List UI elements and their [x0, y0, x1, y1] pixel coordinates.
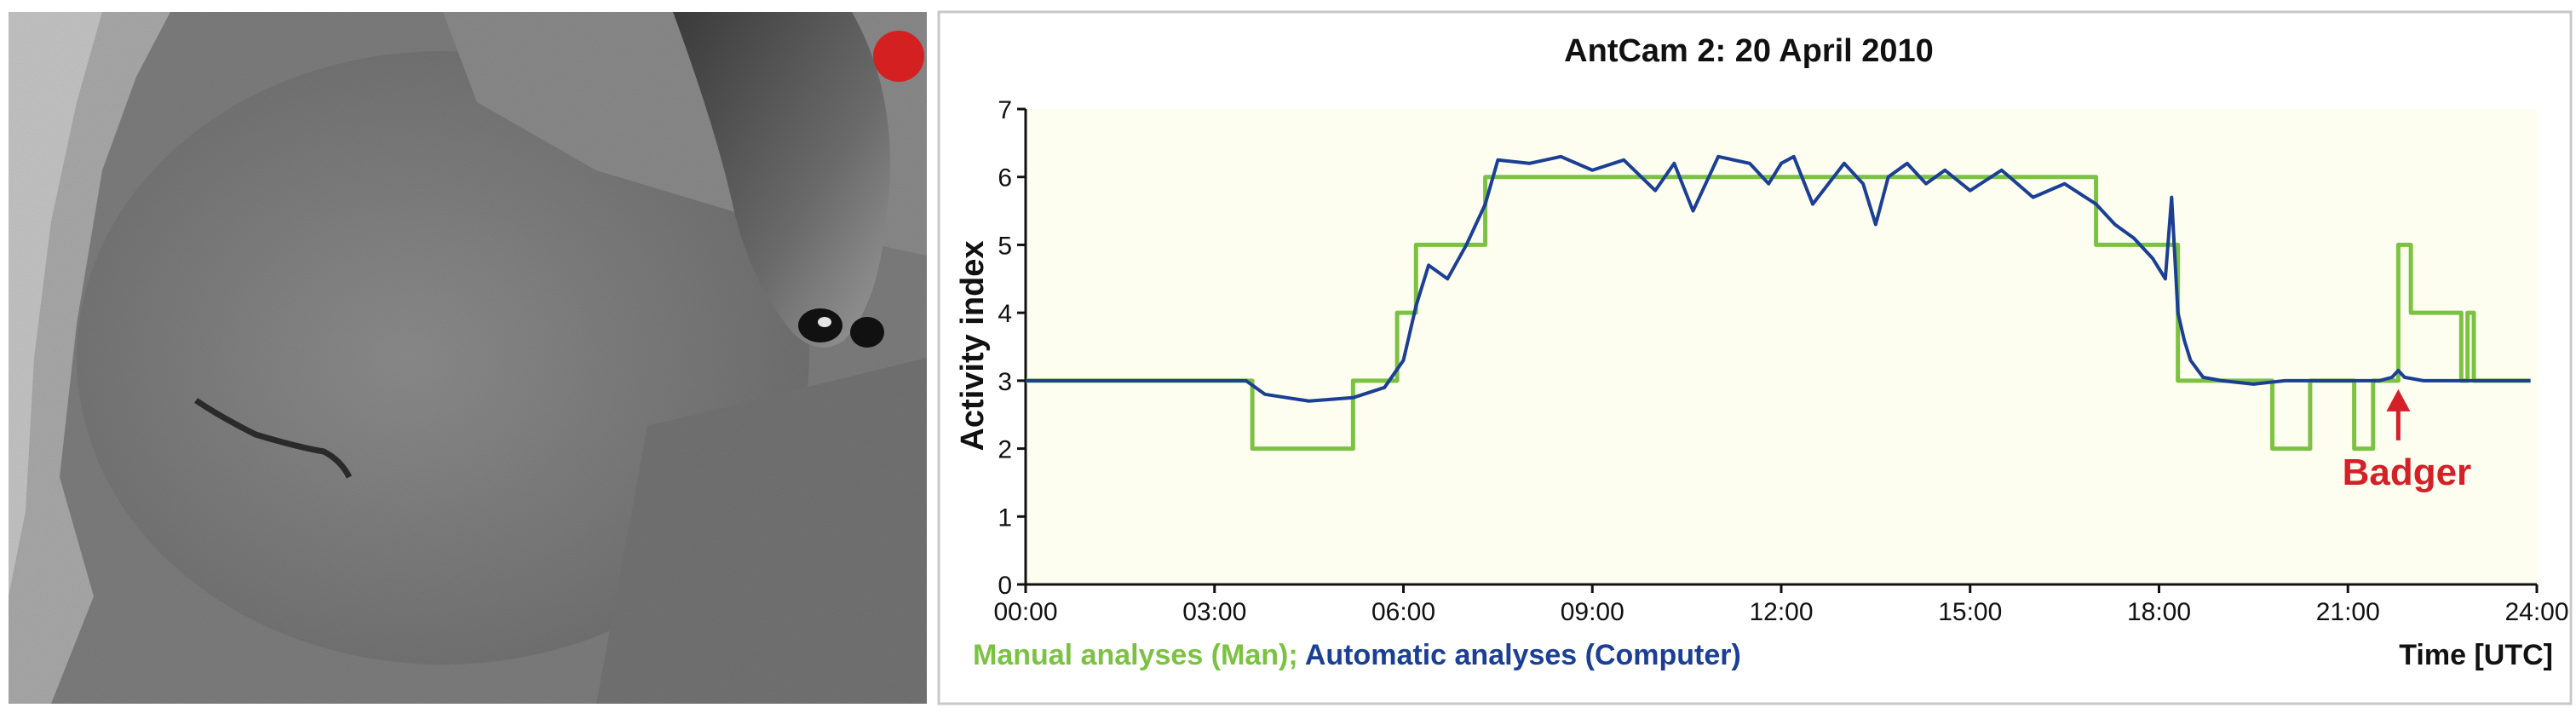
y-tick-label: 6 — [998, 164, 1012, 193]
x-tick-label: 03:00 — [1182, 598, 1246, 626]
plot-background — [1026, 109, 2537, 584]
activity-chart: AntCam 2: 20 April 2010 Activity index T… — [932, 0, 2576, 721]
x-tick-label: 18:00 — [2127, 598, 2191, 626]
badger-annotation: Badger — [2343, 452, 2472, 493]
chart-title: AntCam 2: 20 April 2010 — [1564, 33, 1934, 69]
x-tick-label: 12:00 — [1749, 598, 1813, 626]
legend-entry-automatic: Automatic analyses (Computer) — [1298, 639, 1741, 671]
x-tick-label: 00:00 — [993, 598, 1057, 626]
camera-trap-photo — [0, 0, 932, 721]
legend-entry-manual: Manual analyses (Man); — [973, 639, 1298, 671]
y-tick-label: 0 — [998, 572, 1012, 600]
y-tick-label: 7 — [998, 96, 1012, 124]
x-tick-label: 09:00 — [1561, 598, 1624, 626]
legend: Manual analyses (Man); Automatic analyse… — [973, 639, 1741, 671]
chart-frame — [937, 10, 2573, 705]
x-tick-label: 24:00 — [2504, 598, 2568, 626]
x-tick-label: 15:00 — [1938, 598, 2002, 626]
x-axis-label: Time [UTC] — [2399, 639, 2553, 671]
recording-dot-icon — [873, 31, 924, 82]
y-tick-label: 1 — [998, 503, 1012, 532]
y-tick-label: 5 — [998, 232, 1012, 260]
x-tick-label: 06:00 — [1371, 598, 1435, 626]
series-line-automatic — [1026, 154, 2531, 403]
badger-arrow-head — [2386, 388, 2411, 411]
y-tick-label: 2 — [998, 436, 1012, 464]
y-tick-label: 3 — [998, 368, 1012, 396]
y-axis-label: Activity index — [955, 240, 991, 451]
activity-chart-panel: AntCam 2: 20 April 2010 Activity index T… — [932, 0, 2576, 721]
photo-svg — [9, 12, 927, 704]
plot-area: 0 1 2 3 4 5 6 7 00:00 03:00 06:00 09:00 12:00 15:00 18… — [993, 96, 2568, 626]
x-tick-label: 21:00 — [2316, 598, 2380, 626]
y-tick-label: 4 — [998, 300, 1012, 328]
